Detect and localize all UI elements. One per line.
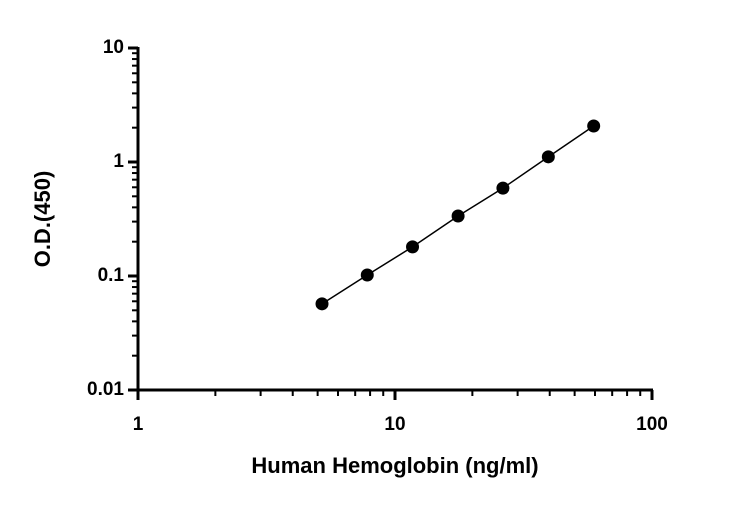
data-point xyxy=(360,268,374,282)
data-point xyxy=(406,240,420,254)
data-point xyxy=(587,119,601,133)
x-tick-label: 10 xyxy=(384,414,405,435)
y-tick-label: 1 xyxy=(113,151,124,172)
x-tick-label: 100 xyxy=(636,414,668,435)
y-tick-label: 0.01 xyxy=(87,379,124,400)
y-axis-title: O.D.(450) xyxy=(30,171,55,268)
data-point xyxy=(496,181,510,195)
data-point xyxy=(541,150,555,164)
x-tick-label: 1 xyxy=(133,414,144,435)
y-tick-label: 10 xyxy=(103,37,124,58)
y-tick-label: 0.1 xyxy=(98,265,125,286)
data-point xyxy=(315,297,329,311)
data-point xyxy=(451,209,465,223)
x-axis-title: Human Hemoglobin (ng/ml) xyxy=(251,453,538,478)
